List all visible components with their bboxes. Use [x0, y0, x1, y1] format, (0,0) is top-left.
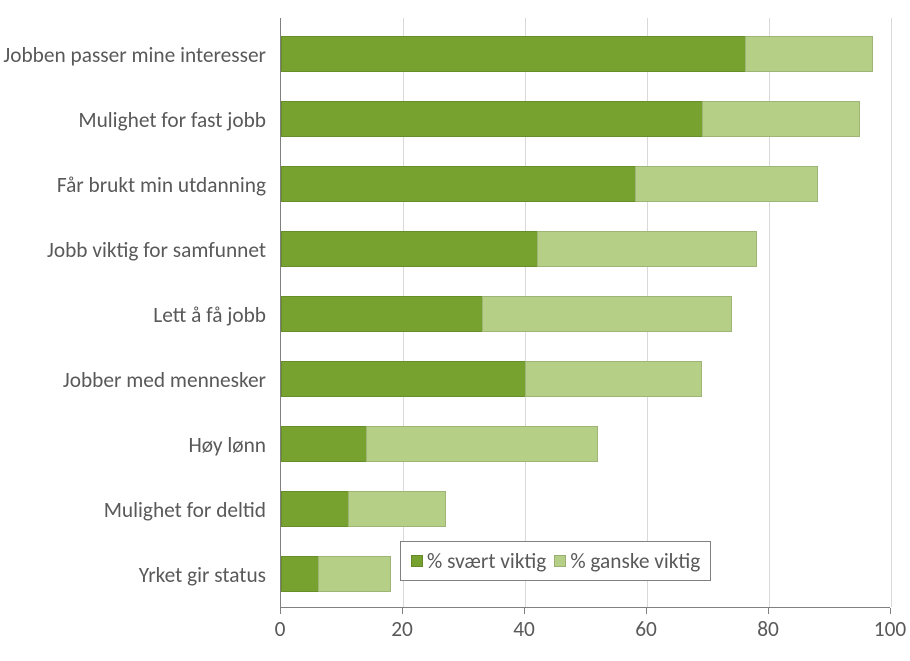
bar-segment-svaert	[281, 296, 482, 332]
y-category-label: Lett å få jobb	[0, 302, 266, 328]
y-category-label: Mulighet for fast jobb	[0, 107, 266, 133]
x-tick-label: 100	[870, 616, 910, 642]
x-tick	[646, 608, 647, 614]
bar-segment-svaert	[281, 426, 366, 462]
x-tick	[890, 608, 891, 614]
bar-segment-ganske	[745, 36, 873, 72]
x-tick-label: 40	[504, 616, 544, 642]
bar-row	[281, 36, 873, 72]
bar-segment-ganske	[525, 361, 702, 397]
y-category-label: Jobb viktig for samfunnet	[0, 237, 266, 263]
bar-row	[281, 556, 391, 592]
bar-segment-svaert	[281, 231, 537, 267]
bar-segment-ganske	[702, 101, 861, 137]
legend-item-svaert: % svært viktig	[411, 548, 546, 574]
bar-segment-ganske	[348, 491, 446, 527]
bar-segment-ganske	[537, 231, 757, 267]
bar-segment-ganske	[318, 556, 391, 592]
legend-item-ganske: % ganske viktig	[554, 548, 700, 574]
bar-row	[281, 426, 598, 462]
bar-segment-svaert	[281, 491, 348, 527]
bar-row	[281, 491, 446, 527]
legend-label-svaert: % svært viktig	[427, 548, 546, 574]
bar-segment-ganske	[635, 166, 818, 202]
x-tick-label: 0	[260, 616, 300, 642]
y-category-label: Høy lønn	[0, 432, 266, 458]
bar-segment-svaert	[281, 556, 318, 592]
x-tick-label: 80	[748, 616, 788, 642]
legend-swatch-ganske	[554, 555, 566, 567]
bar-segment-svaert	[281, 166, 635, 202]
bar-segment-svaert	[281, 361, 525, 397]
gridline	[891, 18, 892, 607]
bar-row	[281, 361, 702, 397]
bar-segment-svaert	[281, 101, 702, 137]
y-category-label: Får brukt min utdanning	[0, 172, 266, 198]
x-tick	[280, 608, 281, 614]
y-category-label: Jobben passer mine interesser	[0, 42, 266, 68]
bar-segment-svaert	[281, 36, 745, 72]
legend-label-ganske: % ganske viktig	[570, 548, 700, 574]
bar-segment-ganske	[366, 426, 598, 462]
plot-area	[280, 18, 890, 608]
legend-swatch-svaert	[411, 555, 423, 567]
y-category-label: Yrket gir status	[0, 562, 266, 588]
x-tick-label: 60	[626, 616, 666, 642]
y-category-label: Jobber med mennesker	[0, 367, 266, 393]
bar-row	[281, 231, 757, 267]
x-tick-label: 20	[382, 616, 422, 642]
bar-segment-ganske	[482, 296, 732, 332]
legend: % svært viktig % ganske viktig	[400, 541, 711, 581]
x-tick	[524, 608, 525, 614]
x-tick	[402, 608, 403, 614]
bar-row	[281, 166, 818, 202]
bar-row	[281, 296, 732, 332]
y-category-label: Mulighet for deltid	[0, 497, 266, 523]
chart-container: % svært viktig % ganske viktig 0 20 40 60 80…	[0, 0, 910, 661]
x-tick	[768, 608, 769, 614]
bar-row	[281, 101, 860, 137]
